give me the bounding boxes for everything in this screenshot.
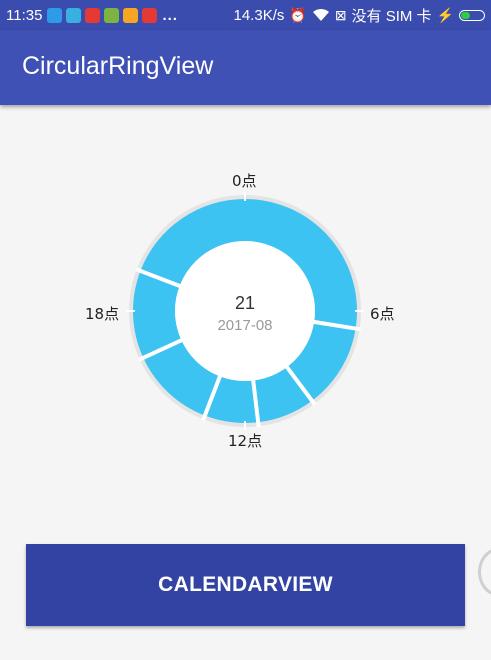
app-bar: CircularRingView: [0, 30, 491, 105]
ring-center: [175, 241, 315, 381]
usb-icon: [47, 7, 63, 23]
label-12-hour: 12点: [228, 432, 263, 450]
label-6-hour: 6点: [370, 305, 395, 323]
label-0-hour: 0点: [232, 172, 257, 190]
ring-segment-4: [143, 340, 220, 416]
ring-segment-1: [286, 321, 356, 401]
ring-segment-3: [204, 376, 259, 423]
circular-ring-view[interactable]: 0点 6点 12点 18点 21 2017-08: [0, 105, 491, 465]
segment-separator-6: [135, 267, 183, 289]
app-icon: [142, 7, 158, 23]
segment-separator-5: [137, 337, 185, 362]
center-day: 21: [234, 293, 256, 313]
battery-icon: [459, 9, 485, 21]
center-month: 2017-08: [217, 317, 273, 334]
ring-segment-0: [245, 199, 358, 329]
network-speed: 14.3K/s: [233, 6, 285, 24]
status-bar-left: 11:35 ...: [6, 7, 178, 24]
more-notifications-icon: ...: [162, 6, 178, 24]
app-icon: [104, 7, 120, 23]
status-bar: 11:35 ... 14.3K/s ⏰ ⊠ 没有 SIM 卡 ⚡: [0, 0, 491, 30]
segment-separator-3: [251, 378, 261, 428]
app-title: CircularRingView: [22, 52, 214, 80]
sim-status-text: 没有 SIM 卡: [351, 7, 432, 25]
alarm-off-icon: ⏰: [289, 6, 307, 23]
label-18-hour: 18点: [85, 305, 120, 323]
ring-segment-5: [133, 270, 182, 358]
charging-icon: ⚡: [436, 6, 454, 23]
segment-separator-4: [201, 373, 223, 421]
edge-scroll-handle[interactable]: [478, 548, 491, 600]
notification-icons: [47, 7, 158, 23]
no-sim-icon: ⊠: [334, 6, 347, 23]
segment-separator-2: [284, 364, 317, 406]
segment-separator-1: [311, 319, 361, 332]
ring-chart: [126, 192, 364, 430]
status-bar-right: 14.3K/s ⏰ ⊠ 没有 SIM 卡 ⚡: [233, 5, 485, 26]
app-icon: [85, 7, 101, 23]
app-icon: [66, 7, 82, 23]
ring-segment-2: [253, 367, 313, 423]
weibo-icon: [123, 7, 139, 23]
status-time: 11:35: [6, 6, 43, 24]
wifi-icon: [312, 8, 329, 21]
calendarview-button[interactable]: CALENDARVIEW: [26, 544, 465, 626]
ring-segment-6: [140, 199, 245, 286]
